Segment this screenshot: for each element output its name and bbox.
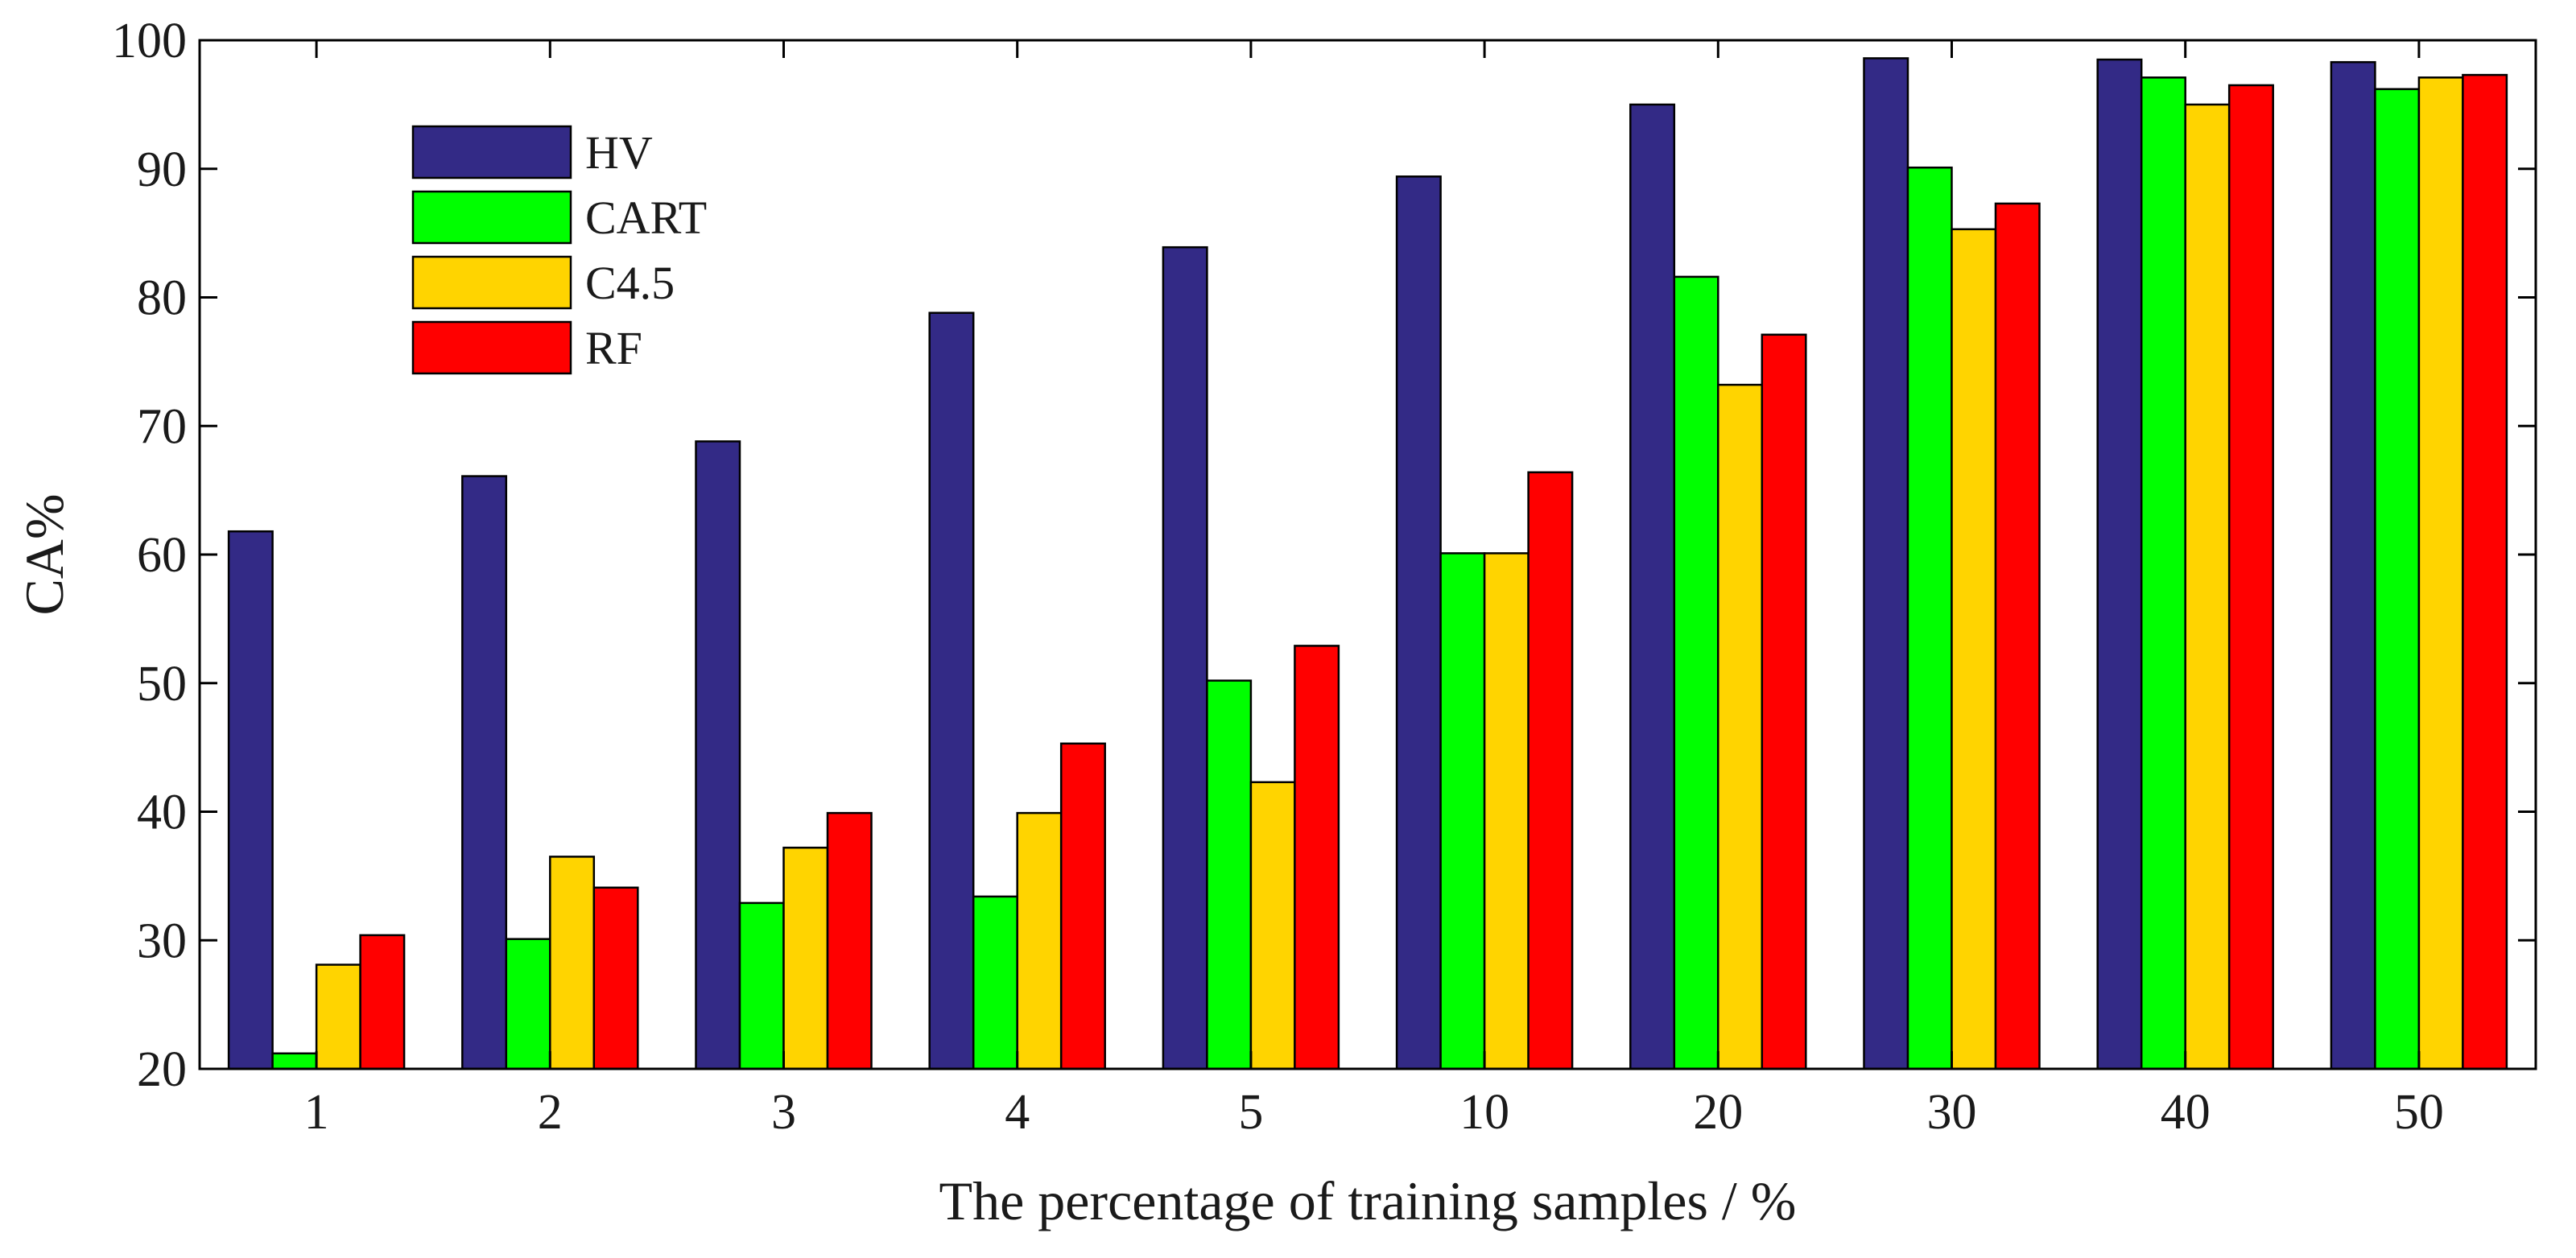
x-tick-label-1: 1 — [304, 1085, 329, 1140]
bar-rf-3 — [826, 811, 873, 1070]
bar-rf-10 — [1527, 471, 1574, 1070]
bar-rf-30 — [1994, 202, 2041, 1070]
bar-rf-20 — [1761, 333, 1807, 1070]
legend-label-cart: CART — [585, 192, 707, 244]
legend-swatch-hv — [411, 125, 572, 179]
legend-swatch-c45 — [411, 255, 572, 310]
x-tick-label-3: 3 — [771, 1085, 796, 1140]
x-tick-label-10: 10 — [1459, 1085, 1509, 1140]
axes-layer — [198, 39, 2537, 1070]
legend-label-c45: C4.5 — [585, 257, 675, 309]
bar-hv-40 — [2096, 58, 2143, 1070]
bar-hv-10 — [1395, 175, 1442, 1070]
bar-hv-4 — [928, 311, 975, 1070]
bar-rf-2 — [592, 886, 639, 1070]
bar-c45-10 — [1483, 552, 1530, 1070]
bar-c45-5 — [1249, 781, 1296, 1070]
bar-hv-3 — [695, 440, 741, 1070]
bar-cart-5 — [1206, 679, 1253, 1070]
legend-label-rf: RF — [585, 322, 642, 374]
legend-swatch-cart — [411, 190, 572, 245]
x-tick-label-4: 4 — [1005, 1085, 1030, 1140]
bar-c45-40 — [2184, 103, 2231, 1070]
bar-cart-20 — [1673, 275, 1719, 1070]
bar-cart-2 — [505, 938, 551, 1070]
bar-rf-40 — [2227, 84, 2274, 1070]
y-tick-label-60: 60 — [137, 528, 187, 583]
bar-c45-3 — [782, 846, 829, 1070]
bar-hv-1 — [227, 530, 274, 1070]
x-tick-label-5: 5 — [1238, 1085, 1263, 1140]
x-tick-label-40: 40 — [2161, 1085, 2211, 1140]
bar-c45-20 — [1717, 383, 1764, 1070]
bar-c45-2 — [549, 856, 596, 1070]
bars-layer — [227, 57, 2508, 1070]
y-tick-label-30: 30 — [137, 914, 187, 968]
x-tick-label-20: 20 — [1693, 1085, 1743, 1140]
bar-c45-1 — [315, 963, 361, 1070]
bar-cart-10 — [1439, 552, 1486, 1070]
y-tick-label-40: 40 — [137, 786, 187, 840]
x-tick-label-2: 2 — [538, 1085, 563, 1140]
y-tick-label-100: 100 — [112, 14, 187, 68]
legend-swatch-rf — [411, 320, 572, 375]
bar-cart-30 — [1906, 166, 1953, 1070]
y-axis-title: CA% — [14, 493, 75, 615]
labels-layer: 20 30 40 50 60 70 80 90 100 1 2 3 4 5 10 20 30 40 50 The pe… — [14, 14, 2444, 1231]
x-axis-title: The percentage of training samples / % — [939, 1170, 1797, 1231]
bar-rf-1 — [359, 934, 406, 1070]
bar-rf-4 — [1059, 742, 1106, 1070]
legend: HV CART C4.5 RF — [411, 125, 707, 375]
y-tick-label-50: 50 — [137, 657, 187, 711]
bar-c45-4 — [1016, 811, 1063, 1070]
y-tick-label-90: 90 — [137, 142, 187, 197]
x-tick-label-30: 30 — [1927, 1085, 1977, 1140]
bar-cart-50 — [2374, 88, 2421, 1070]
y-tick-label-80: 80 — [137, 271, 187, 326]
bar-cart-40 — [2140, 76, 2186, 1070]
bar-hv-30 — [1863, 57, 1909, 1070]
bar-hv-20 — [1629, 103, 1676, 1070]
bar-cart-3 — [738, 901, 785, 1070]
bar-hv-5 — [1162, 245, 1208, 1070]
bar-cart-1 — [271, 1052, 318, 1070]
bar-rf-50 — [2462, 73, 2508, 1070]
bar-hv-2 — [461, 475, 508, 1070]
x-tick-label-50: 50 — [2394, 1085, 2444, 1140]
y-tick-label-70: 70 — [137, 399, 187, 454]
bar-c45-30 — [1951, 228, 1997, 1070]
bar-hv-50 — [2330, 60, 2376, 1070]
bar-rf-5 — [1294, 645, 1340, 1070]
legend-label-hv: HV — [585, 126, 653, 179]
bar-cart-4 — [972, 895, 1018, 1070]
bar-c45-50 — [2417, 76, 2464, 1070]
y-tick-label-20: 20 — [137, 1042, 187, 1097]
